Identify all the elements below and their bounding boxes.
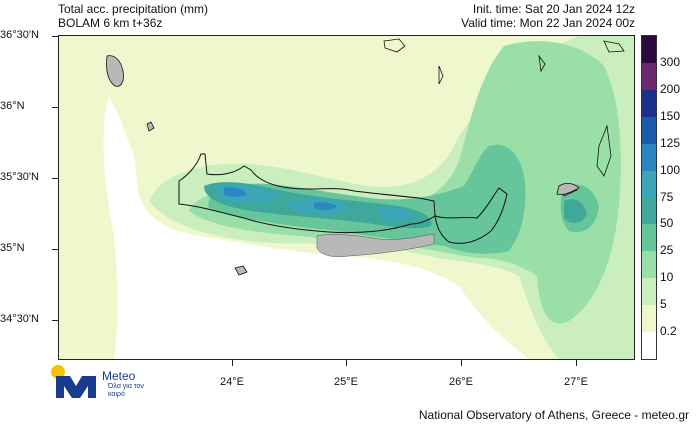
legend-swatch [642, 224, 656, 252]
dodecanese-islands [383, 38, 625, 197]
legend-label: 5 [660, 297, 667, 312]
legend-swatch [642, 305, 656, 333]
legend-label: 300 [660, 54, 681, 69]
legend-swatch [642, 170, 656, 198]
antikythera-island [146, 121, 155, 132]
legend-label: 150 [660, 108, 681, 123]
footer-credit: National Observatory of Athens, Greece -… [418, 408, 689, 422]
legend-swatch [642, 36, 656, 64]
gavdos-island [234, 265, 248, 276]
legend-label: 75 [660, 189, 674, 204]
legend-label: 200 [660, 81, 681, 96]
title-line-2: BOLAM 6 km t+36z [58, 16, 163, 30]
legend-label: 100 [660, 162, 681, 177]
field-10 [189, 41, 621, 324]
legend-swatch [642, 62, 656, 91]
lat-label-36-30: 36°30'N [0, 29, 39, 41]
karpathos-island [556, 182, 580, 195]
chart-title: Total acc. precipitation (mm) BOLAM 6 km… [58, 2, 208, 30]
lon-tick [461, 360, 462, 366]
legend-swatch [642, 143, 656, 172]
lat-tick [52, 249, 58, 250]
map-canvas [59, 36, 634, 359]
legend-swatch [642, 278, 656, 306]
legend-swatch [642, 251, 656, 279]
meteo-logo [51, 365, 96, 398]
legend-swatch [642, 197, 656, 225]
lat-tick [52, 320, 58, 321]
legend-swatch [642, 332, 656, 360]
legend-label: 10 [660, 270, 674, 285]
terrain-grey [316, 233, 435, 257]
lat-label-34-30: 34°30'N [0, 313, 39, 325]
time-info: Init. time: Sat 20 Jan 2024 12z Valid ti… [461, 2, 635, 30]
legend-label: 125 [660, 135, 681, 150]
logo-name: Meteo [102, 369, 136, 383]
crete-east [434, 187, 508, 244]
legend-label: 0.2 [660, 324, 677, 339]
lon-tick [576, 360, 577, 366]
lat-tick [52, 178, 58, 179]
lat-tick [52, 36, 58, 37]
legend-swatch [642, 116, 656, 145]
lon-tick [232, 360, 233, 366]
precipitation-legend [641, 35, 657, 360]
lat-label-35-30: 35°30'N [0, 171, 39, 183]
lon-label-27: 27°E [564, 376, 588, 388]
title-line-1: Total acc. precipitation (mm) [58, 2, 209, 16]
logo-tagline: Όλα για τον καιρό [108, 383, 144, 398]
lat-label-35: 35°N [0, 242, 25, 254]
lon-label-24: 24°E [220, 376, 244, 388]
valid-time: Valid time: Mon 22 Jan 2024 00z [461, 16, 635, 30]
field-75 [213, 184, 414, 221]
lon-label-25: 25°E [334, 376, 358, 388]
lon-label-26: 26°E [449, 376, 473, 388]
legend-swatch [642, 89, 656, 118]
init-time: Init. time: Sat 20 Jan 2024 12z [472, 2, 635, 16]
lon-tick [346, 360, 347, 366]
legend-label: 25 [660, 243, 674, 258]
precipitation-map [58, 35, 635, 360]
field-25 [208, 144, 600, 254]
crete-island [178, 153, 436, 234]
field-100 [224, 187, 337, 210]
lat-tick [52, 107, 58, 108]
legend-label: 50 [660, 216, 674, 231]
kythira-island [106, 55, 124, 87]
lat-label-36: 36°N [0, 100, 25, 112]
